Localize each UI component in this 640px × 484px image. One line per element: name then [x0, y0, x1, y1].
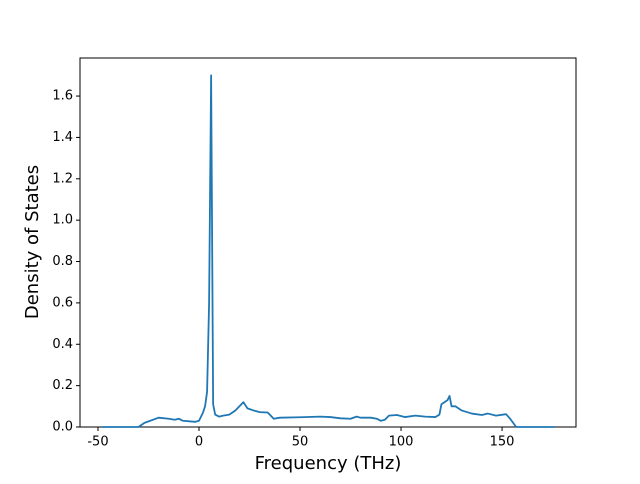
- x-tick-label: 0: [195, 435, 203, 450]
- y-tick-label: 1.6: [52, 89, 73, 104]
- y-tick-label: 0.4: [52, 337, 73, 352]
- x-tick-label: 150: [490, 435, 515, 450]
- y-tick-label: 0.6: [52, 295, 73, 310]
- y-tick-label: 0.8: [52, 254, 73, 269]
- y-tick-label: 0.0: [52, 420, 73, 435]
- y-tick-label: 0.2: [52, 378, 73, 393]
- y-tick-label: 1.2: [52, 171, 73, 186]
- x-tick-label: 100: [389, 435, 414, 450]
- y-tick-label: 1.0: [52, 213, 73, 228]
- x-axis-label: Frequency (THz): [255, 453, 402, 474]
- x-tick-label: 50: [292, 435, 309, 450]
- x-tick-label: -50: [87, 435, 108, 450]
- axes-frame: [79, 57, 577, 428]
- y-tick-label: 1.4: [52, 130, 73, 145]
- data-line: [102, 74, 555, 428]
- y-axis-label: Density of States: [22, 165, 43, 319]
